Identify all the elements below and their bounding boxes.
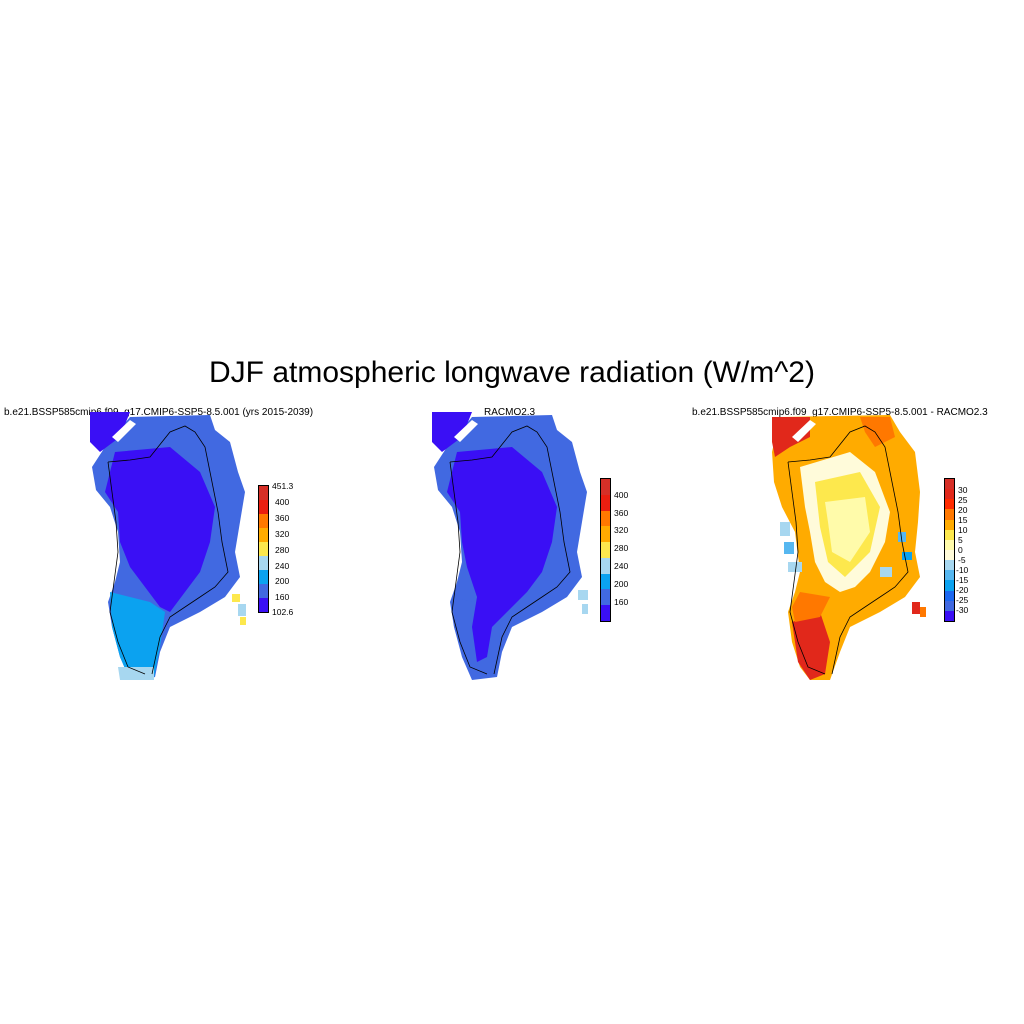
colorbar-swatch [601,557,610,574]
colorbar-swatch [945,560,954,571]
cbar-1-label: 320 [275,529,290,539]
colorbar-swatch [601,510,610,527]
cbar-2-label: 160 [614,597,629,607]
cbar-1-label: 200 [275,576,290,586]
colorbar-swatch [601,479,610,495]
cbar-3-label: -5 [958,555,966,565]
interior-ice [447,447,557,662]
cbar-3-label: -20 [956,585,969,595]
colorbar-swatch [945,580,954,591]
cbar-1-label: 160 [275,592,290,602]
cbar-1-label: 360 [275,513,290,523]
cbar-2-label: 200 [614,579,629,589]
cbar-1-label: 400 [275,497,290,507]
colorbar-swatch [945,519,954,530]
cbar-2-label: 320 [614,525,629,535]
colorbar-swatch [945,489,954,500]
panel-2-map [432,412,588,680]
panel-2-colorbar [600,478,611,622]
cbar-2-label: 280 [614,543,629,553]
colorbar-swatch [601,573,610,590]
colorbar-swatch [259,500,268,514]
colorbar-swatch [601,526,610,543]
cbar-2-label: 400 [614,490,629,500]
colorbar-swatch [945,529,954,540]
figure-title: DJF atmospheric longwave radiation (W/m^… [209,356,815,389]
colorbar-swatch [601,589,610,606]
colorbar-swatch [945,610,954,621]
cbar-3-label: 30 [958,485,968,495]
colorbar-swatch [259,486,268,500]
colorbar-swatch [945,539,954,550]
coastline [787,425,909,675]
panel-3-colorbar [944,478,955,622]
cbar-3-label: -15 [956,575,969,585]
colorbar-swatch [601,542,610,558]
colorbar-swatch [259,556,268,570]
cbar-3-label: 20 [958,505,968,515]
colorbar-swatch [259,542,268,556]
cbar-3-label: -10 [956,565,969,575]
cbar-1-label: 280 [275,545,290,555]
cbar-2-label: 240 [614,561,629,571]
cbar-2-label: 360 [614,508,629,518]
cbar-1-label: 102.6 [272,607,294,617]
coastline [107,425,229,675]
colorbar-swatch [259,584,268,598]
cbar-3-label: 10 [958,525,968,535]
panel-1-title: b.e21.BSSP585cmip6.f09_g17.CMIP6-SSP5-8.… [4,407,314,418]
panel-1-map [90,412,246,680]
panel-3-map [772,415,926,680]
colorbar-swatch [259,528,268,542]
colorbar-swatch [945,479,954,490]
panel-3-title: b.e21.BSSP585cmip6.f09_g17.CMIP6-SSP5-8.… [692,407,988,418]
cbar-3-label: 25 [958,495,968,505]
colorbar-swatch [945,570,954,581]
cbar-3-label: -25 [956,595,969,605]
colorbar-swatch [945,509,954,520]
cbar-3-label: 0 [958,545,963,555]
colorbar-swatch [945,499,954,510]
interior-ice [105,447,215,612]
colorbar-swatch [945,600,954,611]
colorbar-swatch [945,590,954,601]
panel-1-colorbar [258,485,269,613]
colorbar-swatch [259,598,268,612]
cbar-3-label: 15 [958,515,968,525]
colorbar-swatch [601,605,610,621]
cbar-1-label: 451.3 [272,481,294,491]
cbar-3-label: -30 [956,605,969,615]
panel-2-title: RACMO2.3 [484,407,536,418]
colorbar-swatch [259,570,268,584]
coastline [449,425,571,675]
colorbar-swatch [945,549,954,561]
colorbar-swatch [601,494,610,511]
cbar-1-label: 240 [275,561,290,571]
cbar-3-label: 5 [958,535,963,545]
colorbar-swatch [259,514,268,528]
